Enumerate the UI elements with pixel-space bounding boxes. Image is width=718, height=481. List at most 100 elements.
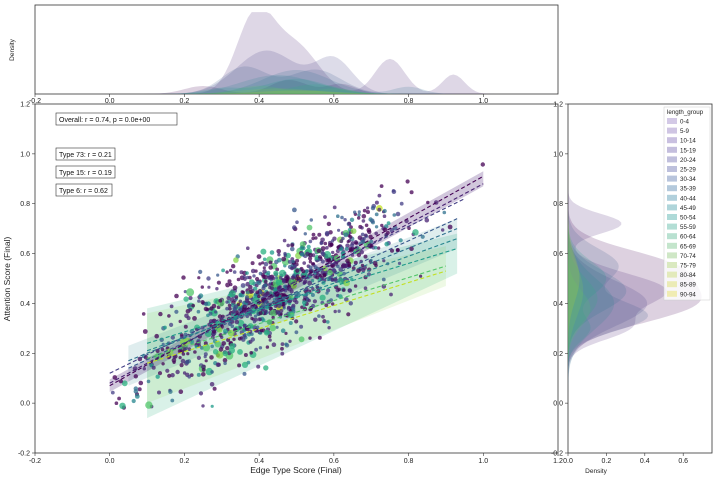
data-point — [317, 258, 321, 262]
legend-swatch — [667, 223, 677, 230]
right-kde-area — [568, 128, 648, 404]
data-point — [237, 349, 243, 355]
data-point — [299, 245, 305, 251]
data-point — [412, 229, 419, 236]
data-point — [376, 246, 381, 250]
data-point — [377, 207, 382, 212]
data-point — [292, 207, 297, 213]
main-x-ticks: -0.2 0.0 0.2 0.4 0.6 0.8 1.0 1.2 — [29, 453, 563, 465]
y-tick-label: 0.6 — [20, 251, 30, 258]
data-point — [225, 306, 230, 311]
data-point — [279, 308, 284, 313]
data-point — [317, 232, 322, 237]
data-point — [250, 261, 255, 266]
data-point — [160, 347, 165, 352]
data-point — [238, 293, 243, 298]
legend: length_group 0-4 5-9 10-14 15-19 20-24 25-29 3… — [663, 106, 711, 301]
data-point — [290, 243, 295, 248]
data-point — [226, 296, 231, 301]
right-kde-area — [568, 128, 580, 404]
legend-entry-label: 30-34 — [680, 176, 696, 183]
data-point — [256, 280, 262, 286]
x-tick-label: 1.2 — [553, 458, 563, 465]
data-point — [298, 336, 305, 343]
data-point — [327, 326, 331, 330]
data-point — [349, 217, 355, 222]
data-point — [345, 243, 350, 248]
regression-line — [146, 248, 458, 344]
data-point — [369, 258, 373, 263]
legend-swatch — [667, 127, 677, 134]
y-tick-label: -0.2 — [18, 451, 30, 458]
data-point — [322, 319, 327, 324]
data-point — [241, 361, 249, 368]
data-point — [382, 214, 387, 218]
data-point — [216, 362, 221, 367]
data-point — [210, 370, 214, 374]
data-point — [382, 208, 387, 214]
legend-swatch — [667, 185, 677, 192]
top-kde-area — [91, 78, 540, 94]
legend-swatch — [667, 214, 677, 220]
data-point — [215, 287, 219, 291]
data-point — [205, 367, 213, 376]
data-point — [169, 322, 174, 327]
data-point — [344, 246, 349, 251]
data-point — [255, 290, 260, 295]
data-point — [271, 315, 275, 320]
data-point — [318, 274, 323, 278]
data-point — [286, 275, 290, 279]
data-point — [208, 311, 213, 316]
data-point — [267, 282, 272, 287]
legend-swatch — [667, 166, 677, 172]
right-kde-area — [568, 128, 607, 404]
data-point — [187, 347, 192, 352]
right-y-tick-label: 1.0 — [553, 151, 563, 158]
y-tick-label: 0.8 — [20, 201, 30, 208]
data-point — [287, 259, 292, 264]
data-point — [295, 268, 300, 273]
legend-swatch — [667, 281, 677, 288]
data-point — [280, 328, 286, 334]
data-point — [341, 236, 345, 241]
data-point — [137, 387, 142, 392]
data-point — [331, 250, 335, 255]
legend-entry-label: 80-84 — [680, 272, 696, 279]
top-kde-layer — [91, 12, 540, 95]
top-x-ticks: -0.2 0.0 0.2 0.4 0.6 0.8 1.0 — [29, 94, 488, 105]
data-point — [277, 257, 282, 263]
data-point — [300, 305, 304, 309]
data-point — [228, 306, 232, 311]
data-point — [233, 257, 239, 263]
data-point — [347, 228, 352, 232]
data-point — [374, 212, 379, 217]
data-point — [248, 279, 255, 286]
data-point — [397, 261, 402, 265]
y-tick-label: 1.0 — [20, 151, 30, 158]
data-point — [295, 220, 299, 224]
data-point — [169, 304, 174, 309]
data-point — [242, 323, 247, 328]
data-point — [346, 240, 350, 244]
data-point — [325, 291, 329, 295]
y-tick-label: 0.0 — [20, 401, 30, 408]
data-point — [178, 319, 182, 324]
data-point — [167, 373, 172, 378]
data-point — [353, 210, 357, 214]
data-point — [188, 307, 193, 312]
data-point — [360, 226, 364, 230]
data-point — [143, 355, 148, 360]
data-point — [145, 401, 153, 409]
data-point — [212, 349, 219, 355]
data-point — [395, 248, 400, 252]
data-point — [278, 276, 283, 280]
data-point — [209, 382, 215, 387]
top-x-tick-label: 0.8 — [404, 98, 414, 105]
data-point — [180, 358, 186, 364]
top-x-tick-label: 0.6 — [329, 98, 339, 105]
data-point — [183, 345, 188, 351]
data-point — [221, 341, 226, 346]
right-kde-area — [568, 128, 702, 404]
data-point — [308, 256, 313, 261]
